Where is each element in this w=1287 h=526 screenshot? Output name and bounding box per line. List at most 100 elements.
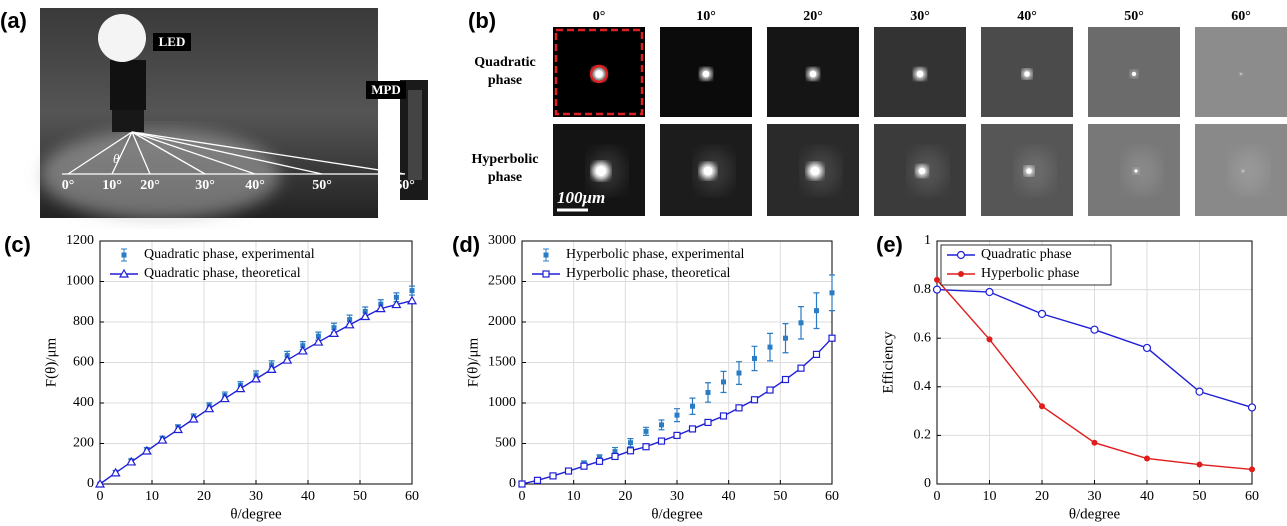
marker xyxy=(126,456,137,466)
y-tick-label: 0.2 xyxy=(914,428,932,443)
focal-core xyxy=(916,70,924,78)
marker xyxy=(814,308,819,314)
angle-label: 30° xyxy=(195,178,215,193)
marker xyxy=(157,434,168,444)
marker xyxy=(219,393,230,403)
marker xyxy=(767,344,773,350)
marker xyxy=(704,418,712,427)
marker xyxy=(1144,455,1150,462)
legend-marker xyxy=(542,270,550,278)
legend-box xyxy=(940,244,1112,286)
y-tick-label: 1500 xyxy=(488,355,516,370)
focal-core xyxy=(703,166,713,176)
legend-marker xyxy=(958,271,964,277)
focal-core xyxy=(596,166,606,176)
label-box xyxy=(153,33,191,51)
mpd-label: MPD xyxy=(371,82,401,97)
focal-core xyxy=(918,167,926,175)
x-tick-label: 60 xyxy=(405,489,419,504)
marker xyxy=(766,386,774,394)
marker xyxy=(564,467,573,475)
marker xyxy=(735,404,743,412)
column-header: 50° xyxy=(1124,9,1144,24)
x-tick-label: 50 xyxy=(1193,489,1207,504)
marker xyxy=(736,370,742,376)
focal-core xyxy=(1024,71,1030,77)
row-label: phase xyxy=(488,73,522,88)
legend-marker xyxy=(121,252,127,258)
marker xyxy=(986,336,993,343)
focal-core xyxy=(1241,169,1245,173)
marker xyxy=(188,413,199,423)
theta-label: θ xyxy=(113,151,120,166)
angle-label: 60° xyxy=(395,178,415,193)
marker xyxy=(1195,387,1204,396)
x-tick-label: 50 xyxy=(353,489,367,504)
marker xyxy=(406,295,418,305)
focal-core xyxy=(1239,72,1243,76)
focal-spot xyxy=(1241,169,1245,173)
marker xyxy=(375,303,386,313)
panel-label: (c) xyxy=(4,232,31,257)
panel-label: (a) xyxy=(0,8,27,33)
focal-core xyxy=(809,70,817,78)
marker xyxy=(1039,403,1045,410)
marker xyxy=(612,449,618,455)
beam-line xyxy=(131,131,151,175)
y-tick-label: 1000 xyxy=(488,395,516,410)
angle-label: 40° xyxy=(245,178,265,193)
y-tick-label: 2500 xyxy=(488,274,516,289)
marker xyxy=(344,319,355,329)
led-label: LED xyxy=(159,34,186,49)
marker xyxy=(297,345,308,355)
panel-label: (e) xyxy=(876,232,903,257)
y-tick-label: 0.4 xyxy=(914,379,932,394)
marker xyxy=(659,422,664,428)
chart: 0 10 20 30 40 50 60 0 0.2 0.4 0.6 0.8 1 θ/degree Effic… xyxy=(880,233,1259,522)
marker xyxy=(1037,309,1047,318)
y-tick-label: 3000 xyxy=(488,233,516,248)
marker xyxy=(580,462,588,470)
x-tick-label: 20 xyxy=(1035,489,1049,504)
column-header: 60° xyxy=(1231,9,1251,24)
y-tick-label: 0.6 xyxy=(914,330,932,345)
x-tick-label: 40 xyxy=(301,489,315,504)
marker xyxy=(812,350,821,358)
chart: 0 10 20 30 40 50 60020040060080010001200θ/degr… xyxy=(43,233,419,522)
y-axis-label: F(θ)/μm xyxy=(43,337,59,387)
marker xyxy=(932,285,942,294)
marker xyxy=(721,379,726,385)
beam-line xyxy=(131,131,256,175)
marker xyxy=(829,290,835,296)
marker xyxy=(141,445,152,455)
marker xyxy=(643,428,649,434)
marker xyxy=(1249,466,1255,473)
marker xyxy=(752,355,757,361)
x-tick-label: 40 xyxy=(722,489,736,504)
x-tick-label: 10 xyxy=(983,489,997,504)
x-tick-label: 30 xyxy=(1088,489,1102,504)
focal-core xyxy=(595,70,603,78)
y-tick-label: 600 xyxy=(73,355,94,370)
x-tick-label: 30 xyxy=(249,489,263,504)
angle-label: 50° xyxy=(312,178,332,193)
x-axis-label: θ/degree xyxy=(230,506,282,522)
marker xyxy=(1091,439,1098,446)
legend-label: Hyperbolic phase xyxy=(981,266,1079,281)
marker xyxy=(300,343,306,349)
legend-marker xyxy=(543,252,549,258)
marker xyxy=(331,325,337,331)
marker xyxy=(705,389,711,395)
marker xyxy=(549,472,557,480)
marker xyxy=(595,457,604,465)
x-tick-label: 0 xyxy=(934,489,941,504)
marker xyxy=(266,364,277,373)
marker xyxy=(690,403,695,409)
x-tick-label: 0 xyxy=(519,489,526,504)
marker xyxy=(94,478,106,488)
marker xyxy=(393,294,399,300)
axes-frame xyxy=(936,240,1253,485)
marker xyxy=(828,334,836,342)
x-tick-label: 50 xyxy=(773,489,787,504)
